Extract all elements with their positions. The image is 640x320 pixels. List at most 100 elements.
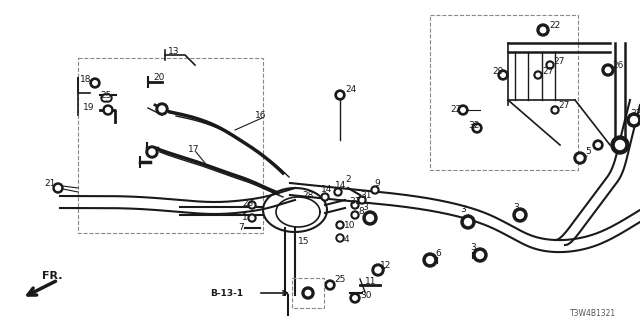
Text: 3: 3 (470, 244, 476, 252)
Circle shape (426, 257, 433, 263)
Circle shape (477, 252, 483, 259)
Circle shape (302, 287, 314, 299)
Text: 8: 8 (358, 207, 364, 217)
Circle shape (465, 219, 472, 226)
Circle shape (336, 234, 344, 242)
Circle shape (577, 155, 583, 161)
Circle shape (321, 193, 329, 201)
Text: 26: 26 (612, 61, 623, 70)
Text: 1: 1 (242, 213, 248, 222)
Text: 25: 25 (334, 276, 346, 284)
Circle shape (616, 140, 625, 149)
Circle shape (338, 236, 342, 240)
Circle shape (248, 214, 256, 222)
Circle shape (351, 211, 359, 219)
Text: 31: 31 (349, 197, 360, 206)
Circle shape (338, 223, 342, 227)
Circle shape (627, 113, 640, 127)
Circle shape (536, 73, 540, 77)
Circle shape (596, 143, 600, 147)
Circle shape (335, 90, 345, 100)
Bar (78, 58, 263, 233)
Text: 30: 30 (360, 291, 371, 300)
Text: 7: 7 (238, 223, 244, 233)
Circle shape (159, 106, 165, 112)
Text: 22: 22 (450, 106, 461, 115)
Circle shape (248, 201, 256, 209)
Text: 27: 27 (542, 67, 554, 76)
Circle shape (574, 152, 586, 164)
Text: T3W4B1321: T3W4B1321 (570, 309, 616, 318)
Circle shape (500, 73, 505, 77)
Circle shape (461, 215, 475, 229)
Text: 3: 3 (362, 204, 368, 212)
Circle shape (328, 283, 332, 287)
Text: 10: 10 (344, 221, 355, 230)
Circle shape (250, 203, 254, 207)
Circle shape (103, 96, 107, 100)
Circle shape (367, 214, 374, 221)
Circle shape (534, 71, 542, 79)
Circle shape (475, 126, 479, 130)
Text: 14: 14 (321, 186, 332, 195)
Circle shape (104, 94, 112, 102)
Text: 27: 27 (558, 101, 570, 110)
Circle shape (546, 61, 554, 69)
Circle shape (461, 108, 465, 112)
Text: 27: 27 (553, 57, 564, 66)
Circle shape (458, 105, 468, 115)
Circle shape (350, 293, 360, 303)
Circle shape (360, 198, 364, 202)
Circle shape (605, 67, 611, 73)
Circle shape (516, 212, 524, 219)
Circle shape (353, 213, 357, 217)
Text: B-13-1: B-13-1 (210, 289, 243, 298)
Text: 15: 15 (298, 237, 310, 246)
Circle shape (473, 248, 487, 262)
Text: 3: 3 (513, 203, 519, 212)
Circle shape (358, 196, 366, 204)
Circle shape (553, 108, 557, 112)
Circle shape (472, 123, 482, 133)
Circle shape (106, 96, 110, 100)
Circle shape (498, 70, 508, 80)
Text: 22: 22 (549, 21, 560, 30)
Text: 32: 32 (468, 122, 479, 131)
Circle shape (372, 264, 384, 276)
Text: 13: 13 (168, 47, 179, 57)
Text: 32: 32 (630, 108, 640, 117)
Text: 16: 16 (255, 110, 266, 119)
Text: 19: 19 (83, 103, 95, 113)
Circle shape (146, 146, 158, 158)
Circle shape (323, 195, 327, 199)
Text: 9: 9 (374, 180, 380, 188)
Text: 31: 31 (360, 191, 371, 201)
Text: 4: 4 (344, 236, 349, 244)
Circle shape (363, 211, 377, 225)
Circle shape (156, 103, 168, 115)
Circle shape (602, 64, 614, 76)
Text: 21: 21 (44, 179, 56, 188)
Bar (292, 278, 324, 308)
Bar (430, 15, 578, 170)
Text: 14: 14 (335, 180, 346, 189)
Circle shape (90, 78, 100, 88)
Circle shape (336, 190, 340, 194)
Circle shape (423, 253, 437, 267)
Circle shape (56, 186, 61, 190)
Circle shape (325, 280, 335, 290)
Circle shape (373, 188, 377, 192)
Text: 17: 17 (188, 146, 200, 155)
Circle shape (351, 201, 359, 209)
Text: FR.: FR. (42, 271, 63, 281)
Circle shape (540, 27, 546, 33)
Circle shape (103, 105, 113, 115)
Circle shape (106, 108, 111, 113)
Circle shape (336, 221, 344, 229)
Text: 12: 12 (380, 261, 392, 270)
Circle shape (630, 116, 637, 124)
Text: 28: 28 (302, 190, 314, 199)
Circle shape (593, 140, 603, 150)
Text: 6: 6 (435, 249, 441, 258)
Text: 11: 11 (365, 277, 376, 286)
